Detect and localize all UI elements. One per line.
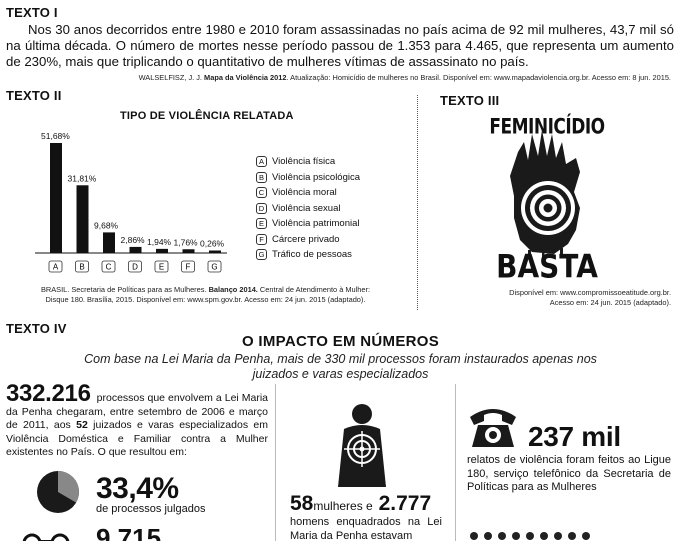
legend-key: E <box>256 218 267 230</box>
col3-big-number: 237 mil <box>528 421 621 452</box>
handcuffs-icon <box>22 533 70 541</box>
person-icon <box>540 532 548 540</box>
legend-label: Violência sexual <box>272 202 341 214</box>
bar-value-label: 1,76% <box>174 237 199 247</box>
person-icon <box>512 532 520 540</box>
texto2-label: TEXTO II <box>6 88 62 103</box>
pie-caption: de processos julgados <box>96 503 206 515</box>
legend-item: E Violência patrimonial <box>256 216 360 232</box>
bar-value-label: 51,68% <box>41 131 70 141</box>
person-icon <box>568 532 576 540</box>
texto1-body: Nos 30 anos decorridos entre 1980 e 2010… <box>6 22 674 69</box>
poster-bottom-text: BASTA <box>496 247 598 286</box>
person-icon <box>554 532 562 540</box>
person-icon <box>498 532 506 540</box>
legend-label: Violência moral <box>272 187 337 199</box>
category-label: A <box>53 263 59 272</box>
legend-item: B Violência psicológica <box>256 170 360 186</box>
section-divider <box>417 95 418 310</box>
col2-counts: 58mulheres e 2.777 <box>290 492 432 515</box>
pie-icon <box>37 471 79 513</box>
bar-A <box>50 143 62 253</box>
category-label: E <box>159 263 164 272</box>
category-box <box>207 260 222 273</box>
col-divider-1 <box>275 384 276 541</box>
bar-C <box>103 232 115 253</box>
category-box <box>154 260 169 273</box>
pie-percent: 33,4% <box>96 472 179 505</box>
infographic-title: O IMPACTO EM NÚMEROS <box>241 333 440 350</box>
legend-key: F <box>256 233 267 245</box>
legend-key: D <box>256 202 267 214</box>
chart-title: TIPO DE VIOLÊNCIA RELATADA <box>120 110 294 122</box>
legend-label: Tráfico de pessoas <box>272 249 352 261</box>
bar-D <box>129 246 142 253</box>
bar-E <box>156 248 168 253</box>
legend-item: C Violência moral <box>256 185 360 201</box>
chart-legend: A Violência física B Violência psicológica C… <box>256 154 360 263</box>
legend-key: G <box>256 249 267 261</box>
legend-label: Cárcere privado <box>272 233 340 245</box>
col1-text: 332.216 processos que envolvem a Lei Mar… <box>6 380 268 459</box>
bar-value-label: 0,26% <box>200 239 225 249</box>
hand-target-icon <box>510 130 580 262</box>
poster-top-text: FEMINICÍDIO <box>489 114 605 140</box>
col2-text: homens enquadrados na Lei Maria da Penha… <box>290 516 442 541</box>
telephone-icon <box>470 409 516 447</box>
legend-key: C <box>256 187 267 199</box>
category-label: B <box>79 263 84 272</box>
legend-label: Violência física <box>272 156 336 168</box>
legend-item: D Violência sexual <box>256 201 360 217</box>
feminicidio-poster: FEMINICÍDIO BASTA <box>484 112 610 286</box>
legend-item: G Tráfico de pessoas <box>256 247 360 263</box>
legend-item: A Violência física <box>256 154 360 170</box>
legend-key: A <box>256 156 267 168</box>
bar-value-label: 1,94% <box>147 237 172 247</box>
person-icon <box>526 532 534 540</box>
person-icon <box>470 532 478 540</box>
legend-item: F Cárcere privado <box>256 232 360 248</box>
bar-value-label: 31,81% <box>68 173 97 183</box>
texto2-source: BRASIL. Secretaria de Políticas para as … <box>40 285 371 304</box>
col1-big-number: 332.216 <box>6 380 91 407</box>
texto4-label: TEXTO IV <box>6 321 67 336</box>
bar-value-label: 9,68% <box>94 220 119 230</box>
col1-partial-number: 9.715 <box>96 523 162 541</box>
category-box <box>181 260 195 273</box>
bar-chart: 51,68% A 31,81% B 9,68% C 2,86% D 1,94% E 1,76% F 0,… <box>35 131 227 273</box>
legend-label: Violência patrimonial <box>272 218 360 230</box>
category-box <box>101 260 116 273</box>
texto1-label: TEXTO I <box>6 5 58 20</box>
person-icons-row <box>470 530 670 541</box>
bar-value-label: 2,86% <box>121 235 146 245</box>
person-icon <box>484 532 492 540</box>
texto3-source: Disponível em: www.compromissoeatitude.o… <box>509 288 671 307</box>
bar-B <box>76 185 89 253</box>
texto1-source: WALSELFISZ, J. J. Mapa da Violência 2012… <box>138 73 671 82</box>
category-box <box>75 260 89 273</box>
col3-text: relatos de violência foram feitos ao Lig… <box>467 454 671 493</box>
category-label: C <box>106 263 112 272</box>
bar-G <box>209 250 221 253</box>
category-label: F <box>186 263 191 272</box>
category-box <box>48 260 63 273</box>
texto3-label: TEXTO III <box>440 93 500 108</box>
category-label: G <box>211 263 217 272</box>
category-box <box>128 260 142 273</box>
person-target-icon <box>338 404 386 487</box>
person-icon <box>582 532 590 540</box>
category-label: D <box>132 263 138 272</box>
col-divider-2 <box>455 384 456 541</box>
infographic-subtitle: Com base na Lei Maria da Penha, mais de … <box>84 352 597 381</box>
legend-key: B <box>256 171 267 183</box>
bar-F <box>182 249 195 253</box>
legend-label: Violência psicológica <box>272 171 361 183</box>
